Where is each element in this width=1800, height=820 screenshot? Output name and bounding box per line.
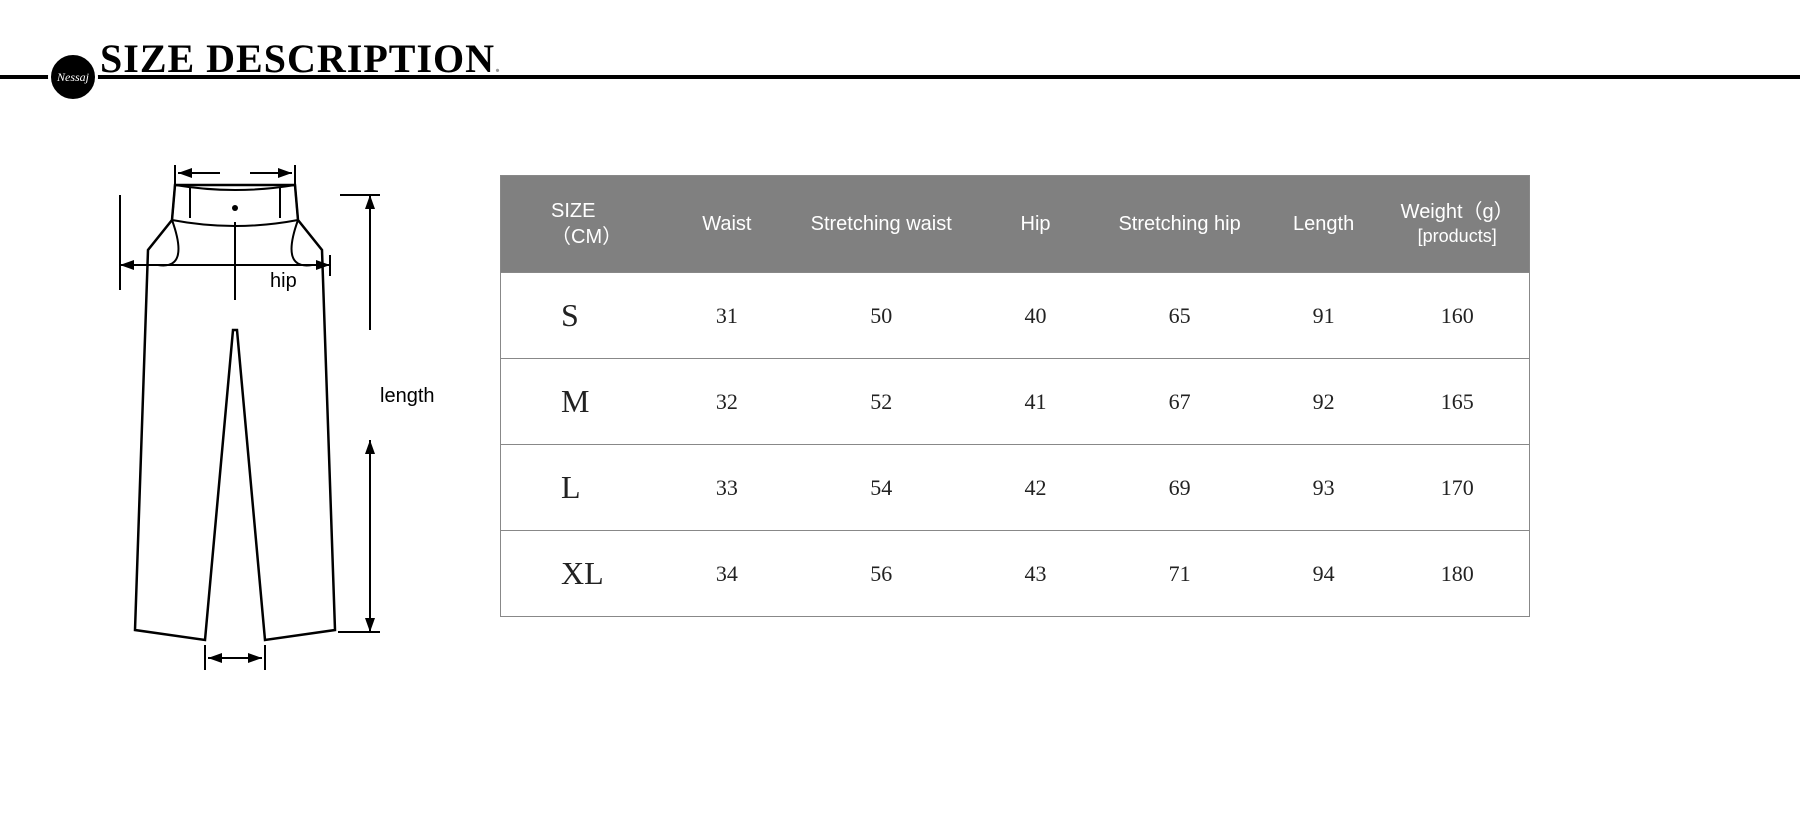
diagram-label-length: length (380, 385, 435, 408)
col-hip: Hip (974, 176, 1097, 273)
pants-diagram-svg (40, 160, 420, 690)
cell-size: M (501, 359, 666, 445)
title-dot: . (495, 55, 501, 77)
size-table-header-row: SIZE （CM） Waist Stretching waist Hip Str… (501, 176, 1530, 273)
cell-swaist: 54 (789, 445, 974, 531)
cell-waist: 31 (665, 273, 788, 359)
cell-length: 94 (1262, 531, 1385, 617)
col-swaist: Stretching waist (789, 176, 974, 273)
table-row: S 31 50 40 65 91 160 (501, 273, 1530, 359)
brand-badge-text: Nessaj (57, 70, 89, 85)
cell-weight: 170 (1385, 445, 1529, 531)
table-row: L 33 54 42 69 93 170 (501, 445, 1530, 531)
cell-length: 91 (1262, 273, 1385, 359)
col-waist: Waist (665, 176, 788, 273)
table-row: M 32 52 41 67 92 165 (501, 359, 1530, 445)
table-row: XL 34 56 43 71 94 180 (501, 531, 1530, 617)
page-title-text: SIZE DESCRIPTION (100, 36, 495, 81)
cell-weight: 165 (1385, 359, 1529, 445)
cell-hip: 41 (974, 359, 1097, 445)
col-size: SIZE （CM） (501, 176, 666, 273)
size-table-wrap: SIZE （CM） Waist Stretching waist Hip Str… (500, 160, 1800, 700)
size-table: SIZE （CM） Waist Stretching waist Hip Str… (500, 175, 1530, 617)
cell-hip: 43 (974, 531, 1097, 617)
cell-swaist: 56 (789, 531, 974, 617)
pants-diagram: hip length (0, 160, 500, 700)
diagram-label-hip: hip (270, 270, 297, 293)
cell-ship: 65 (1097, 273, 1262, 359)
col-length: Length (1262, 176, 1385, 273)
cell-ship: 71 (1097, 531, 1262, 617)
page-title: SIZE DESCRIPTION. (100, 35, 501, 82)
cell-size: XL (501, 531, 666, 617)
col-ship: Stretching hip (1097, 176, 1262, 273)
cell-ship: 69 (1097, 445, 1262, 531)
cell-size: S (501, 273, 666, 359)
cell-swaist: 50 (789, 273, 974, 359)
cell-weight: 160 (1385, 273, 1529, 359)
cell-length: 92 (1262, 359, 1385, 445)
cell-hip: 42 (974, 445, 1097, 531)
col-weight: Weight（g）[products] (1385, 176, 1529, 273)
cell-swaist: 52 (789, 359, 974, 445)
cell-weight: 180 (1385, 531, 1529, 617)
brand-badge: Nessaj (48, 52, 98, 102)
cell-size: L (501, 445, 666, 531)
cell-ship: 67 (1097, 359, 1262, 445)
size-table-body: S 31 50 40 65 91 160 M 32 52 41 67 92 16… (501, 273, 1530, 617)
cell-waist: 34 (665, 531, 788, 617)
cell-hip: 40 (974, 273, 1097, 359)
cell-length: 93 (1262, 445, 1385, 531)
cell-waist: 32 (665, 359, 788, 445)
content-area: hip length SIZE （CM） Waist Stretching wa… (0, 160, 1800, 700)
cell-waist: 33 (665, 445, 788, 531)
